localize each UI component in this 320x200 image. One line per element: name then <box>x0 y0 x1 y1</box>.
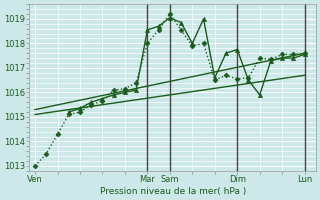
X-axis label: Pression niveau de la mer( hPa ): Pression niveau de la mer( hPa ) <box>100 187 246 196</box>
